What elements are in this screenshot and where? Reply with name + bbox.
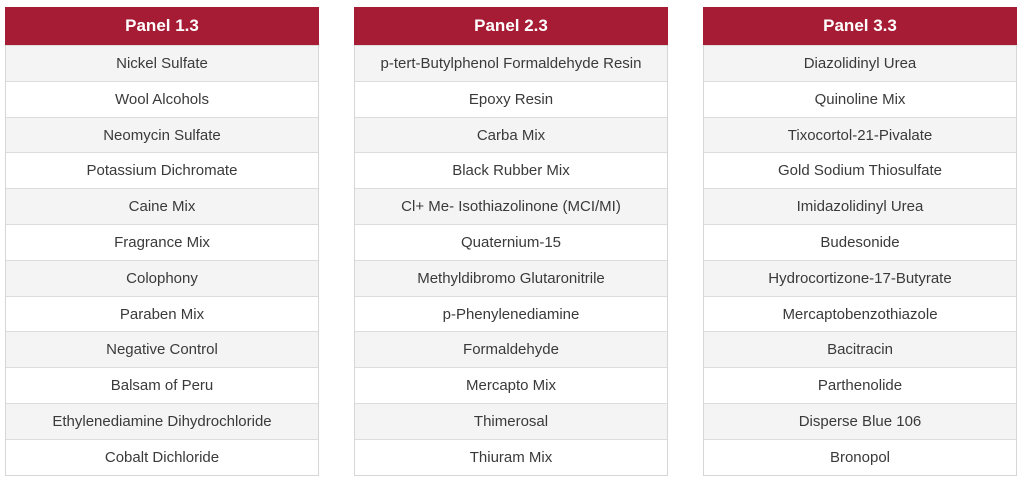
list-item: Bacitracin [704, 331, 1016, 368]
list-item: Imidazolidinyl Urea [704, 188, 1016, 224]
list-item: Diazolidinyl Urea [704, 45, 1016, 81]
list-item: Quaternium-15 [355, 223, 667, 260]
list-item: Quinoline Mix [704, 80, 1016, 117]
list-item: Ethylenediamine Dihydrochloride [6, 402, 318, 439]
panel-list: p-tert-Butylphenol Formaldehyde Resin Ep… [355, 45, 667, 475]
list-item: Tixocortol-21-Pivalate [704, 116, 1016, 153]
list-item: Mercapto Mix [355, 367, 667, 403]
panel-2-3: Panel 2.3 p-tert-Butylphenol Formaldehyd… [354, 7, 668, 476]
panel-list: Nickel Sulfate Wool Alcohols Neomycin Su… [6, 45, 318, 475]
list-item: Neomycin Sulfate [6, 116, 318, 153]
list-item: Parthenolide [704, 367, 1016, 403]
list-item: Black Rubber Mix [355, 152, 667, 189]
list-item: Thimerosal [355, 402, 667, 439]
list-item: Formaldehyde [355, 331, 667, 368]
list-item: Fragrance Mix [6, 223, 318, 260]
list-item: Gold Sodium Thiosulfate [704, 152, 1016, 189]
list-item: Potassium Dichromate [6, 152, 318, 189]
list-item: Methyldibromo Glutaronitrile [355, 259, 667, 296]
list-item: Carba Mix [355, 116, 667, 153]
list-item: Mercaptobenzothiazole [704, 295, 1016, 332]
list-item: Cobalt Dichloride [6, 438, 318, 475]
panel-title: Panel 3.3 [703, 7, 1017, 45]
list-item: p-tert-Butylphenol Formaldehyde Resin [355, 45, 667, 81]
list-item: Negative Control [6, 331, 318, 368]
list-item: Paraben Mix [6, 295, 318, 332]
list-item: Colophony [6, 259, 318, 296]
list-item: Nickel Sulfate [6, 45, 318, 81]
panel-title: Panel 1.3 [5, 7, 319, 45]
list-item: Epoxy Resin [355, 80, 667, 117]
list-item: Disperse Blue 106 [704, 402, 1016, 439]
panel-3-3: Panel 3.3 Diazolidinyl Urea Quinoline Mi… [703, 7, 1017, 476]
list-item: Wool Alcohols [6, 80, 318, 117]
list-item: Bronopol [704, 438, 1016, 475]
list-item: Budesonide [704, 223, 1016, 260]
list-item: p-Phenylenediamine [355, 295, 667, 332]
list-item: Thiuram Mix [355, 438, 667, 475]
list-item: Caine Mix [6, 188, 318, 224]
list-item: Balsam of Peru [6, 367, 318, 403]
panel-title: Panel 2.3 [354, 7, 668, 45]
list-item: Cl+ Me- Isothiazolinone (MCI/MI) [355, 188, 667, 224]
list-item: Hydrocortizone-17-Butyrate [704, 259, 1016, 296]
panel-1-3: Panel 1.3 Nickel Sulfate Wool Alcohols N… [5, 7, 319, 476]
panel-list: Diazolidinyl Urea Quinoline Mix Tixocort… [704, 45, 1016, 475]
